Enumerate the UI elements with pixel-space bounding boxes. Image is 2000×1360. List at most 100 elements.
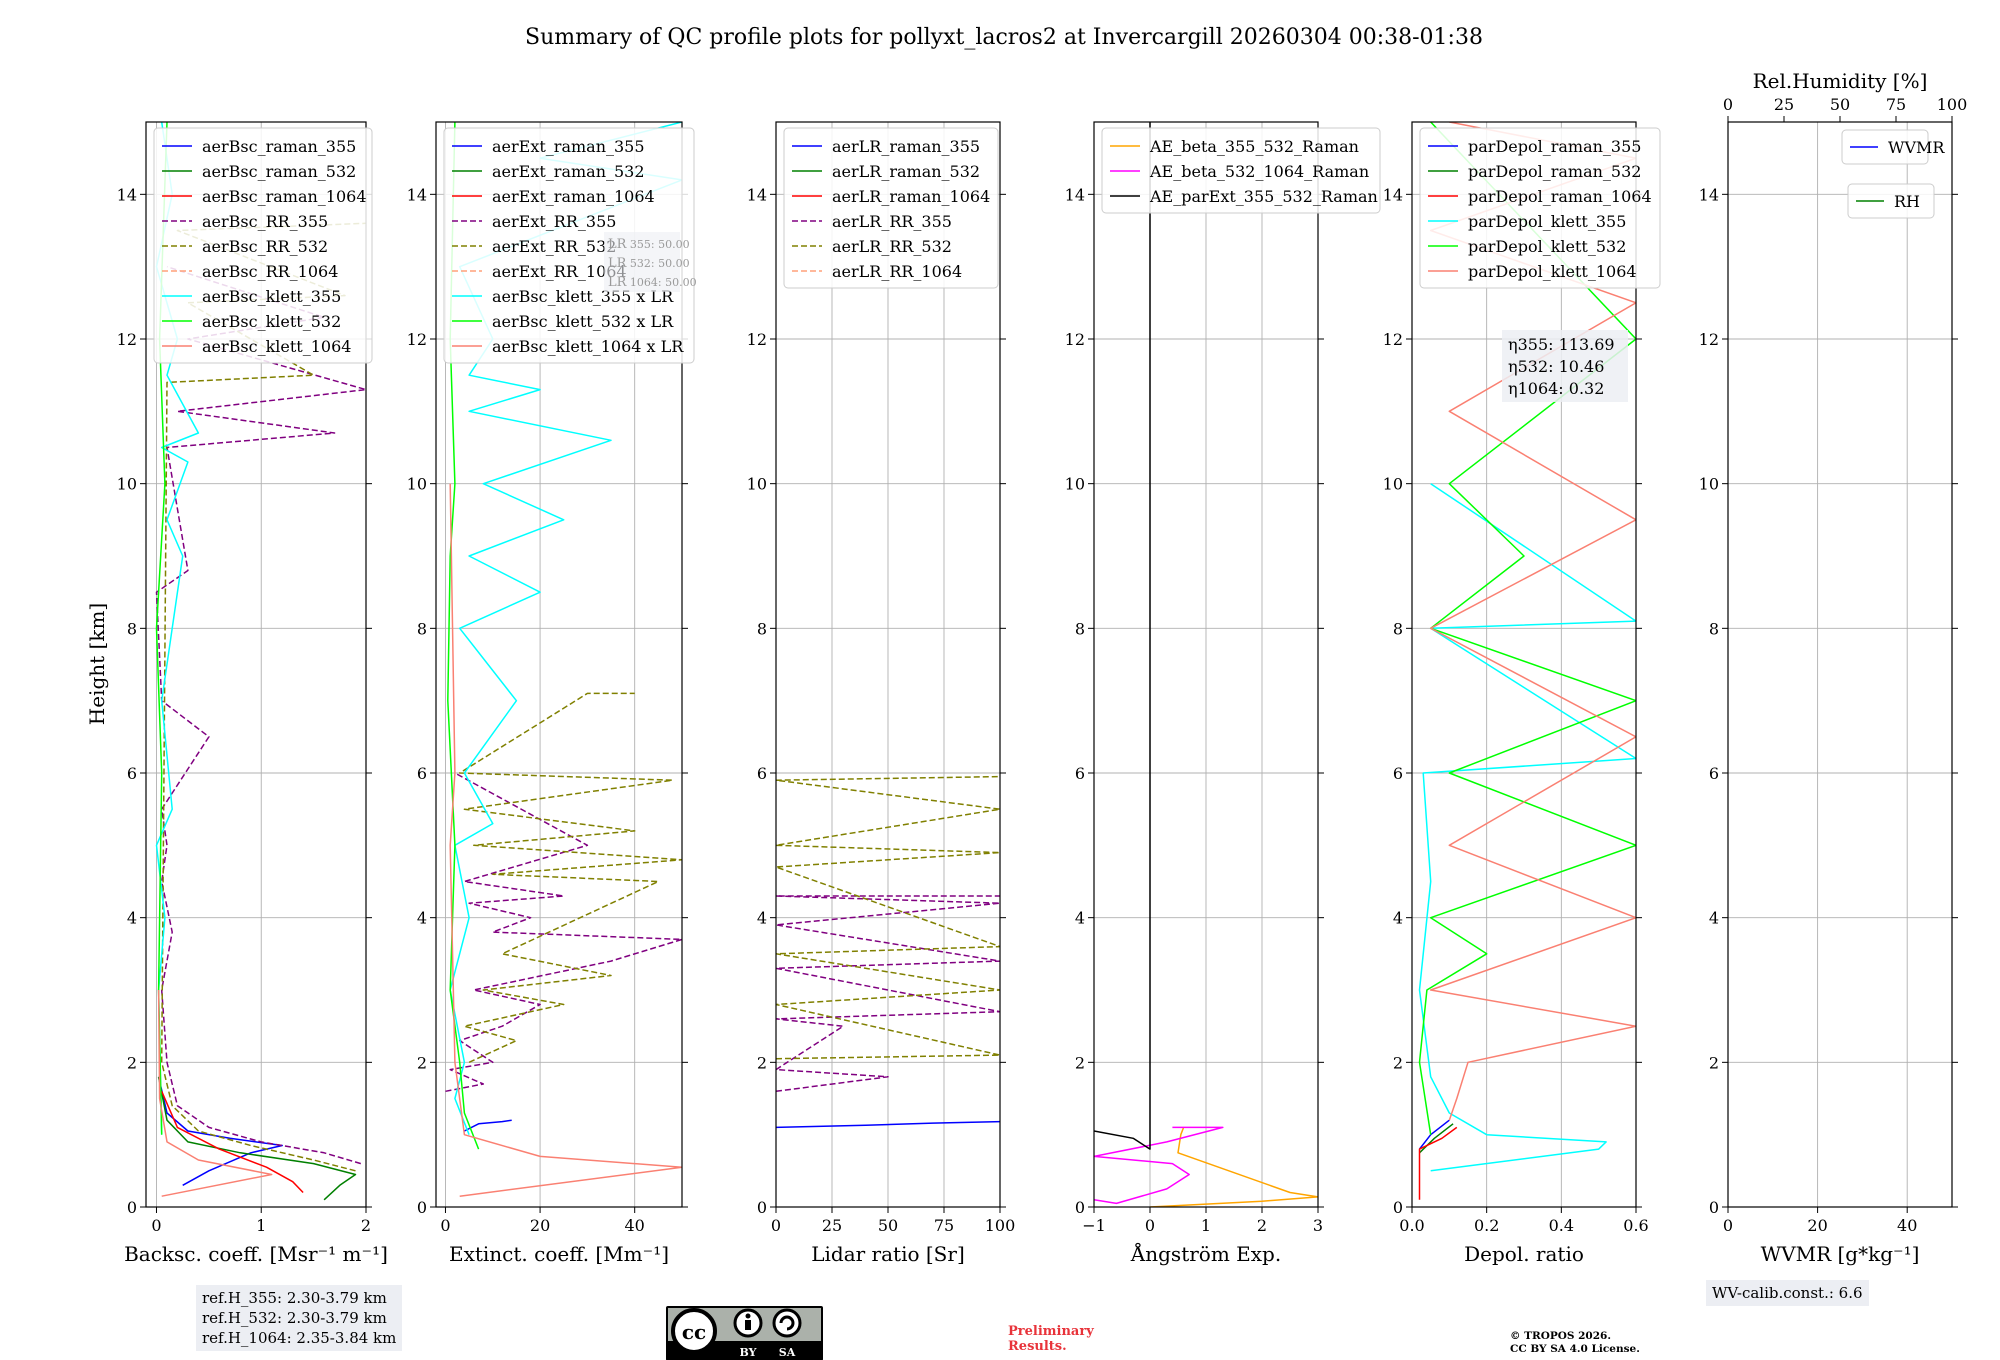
top-x-tick-label: 50 [1830,95,1850,114]
cc-logo-icon [671,1308,717,1354]
series-line-AE_parExt_355_532_Raman [1094,122,1151,1150]
series-line-aerBsc_raman_532 [157,1076,357,1201]
lr-label: LR 355: 50.00 [608,237,690,252]
legend-box [153,127,373,364]
x-tick-label: 0.6 [1623,1216,1648,1235]
x-tick-label: 100 [985,1216,1016,1235]
y-tick-label: 6 [1393,764,1403,783]
legend-extinction: aerExt_raman_355 aerExt_raman_532 aerExt_r… [443,127,695,364]
legend-box [443,127,695,364]
y-tick-label: 8 [1709,619,1719,638]
x-axis-label: Extinct. coeff. [Mm⁻¹] [449,1242,669,1266]
y-tick-label: 4 [1709,909,1719,928]
y-tick-label: 10 [1065,475,1085,494]
legend-label: aerBsc_klett_532 [202,312,341,331]
legend-label: WVMR [1888,138,1945,157]
y-tick-label: 4 [757,909,767,928]
x-tick-label: 75 [934,1216,954,1235]
series-line-parDepol_raman_532 [1418,1123,1454,1154]
legend-label: aerBsc_raman_1064 [202,187,367,206]
preliminary-line-1: Preliminary [1008,1324,1094,1339]
top-x-tick-label: 100 [1937,95,1968,114]
legend-box [1101,127,1381,214]
by-person-body [745,1320,751,1330]
eta-label: η532: 10.46 [1508,357,1604,376]
top-x-axis-label: Rel.Humidity [%] [1753,69,1928,93]
legend-label: aerBsc_raman_355 [202,137,356,156]
preliminary-line-2: Results. [1008,1339,1067,1354]
y-tick-label: 14 [1065,185,1085,204]
copyright-line-2: CC BY SA 4.0 License. [1510,1343,1640,1355]
panel-lidar_ratio: 0 25 50 75 100 0 2 4 6 8 10 12 14 Lidar ratio [Sr] aer… [747,121,1016,1266]
panel-wvmr: 0 20 40 0 2 4 6 8 10 12 14 WVMR [g*kg⁻¹] 0 25 50 75 100 R… [1699,69,1968,1266]
x-axis-label: Backsc. coeff. [Msr⁻¹ m⁻¹] [124,1242,388,1266]
legend-label: parDepol_raman_355 [1468,137,1641,156]
refh-1064: ref.H_1064: 2.35-3.84 km [202,1329,397,1347]
by-person-head [745,1313,751,1319]
series-group-lidar_ratio [776,775,1000,1129]
series-line-aerExt_RR_355 [445,772,682,1093]
legend-label: aerBsc_raman_532 [202,162,356,181]
series-line-parDepol_klett_355 [1418,483,1636,1172]
legend-box [783,127,999,289]
y-tick-label: 2 [757,1053,767,1072]
legend-label: AE_beta_532_1064_Raman [1149,162,1369,181]
y-tick-label: 12 [1699,330,1719,349]
legend-label: aerExt_raman_1064 [492,187,655,206]
series-line-aerBsc_klett_1064 [157,989,273,1197]
panel-depol: 0.0 0.2 0.4 0.6 0 2 4 6 8 10 12 14 Depol. ratio parDe… [1383,121,1661,1266]
legend-backscatter: aerBsc_raman_355 aerBsc_raman_532 aerBsc_r… [153,127,373,364]
legend-label: aerExt_RR_1064 [492,262,627,281]
x-tick-label: 0 [1723,1216,1733,1235]
legend-label: aerBsc_klett_532 x LR [492,312,674,331]
wv-calib-constant: WV-calib.const.: 6.6 [1712,1284,1863,1302]
lr-label: LR 1064: 50.00 [608,275,697,290]
legend-box [1841,129,1929,165]
by-label: BY [740,1346,757,1359]
x-tick-label: 2 [1257,1216,1267,1235]
cc-logo-text: cc [682,1320,706,1344]
axes-frame [145,121,367,1208]
y-tick-label: 14 [117,185,137,204]
preliminary-note: Preliminary Results. [1008,1324,1094,1354]
figure-title: Summary of QC profile plots for pollyxt_… [525,25,1483,50]
y-tick-label: 6 [417,764,427,783]
y-tick-label: 10 [117,475,137,494]
y-tick-label: 8 [1393,619,1403,638]
legend-lidar_ratio: aerLR_raman_355 aerLR_raman_532 aerLR_rama… [783,127,999,289]
x-axis-label: Lidar ratio [Sr] [811,1242,965,1266]
y-tick-label: 14 [747,185,767,204]
series-line-aerLR_raman_355 [776,1120,1000,1129]
y-tick-label: 12 [117,330,137,349]
legend-label: aerLR_RR_1064 [832,262,962,281]
y-tick-label: 8 [417,619,427,638]
y-tick-label: 6 [1075,764,1085,783]
y-tick-label: 0 [1393,1198,1403,1217]
y-tick-label: 4 [1075,909,1085,928]
legend-label: aerBsc_klett_355 [202,287,341,306]
x-tick-label: 0.2 [1474,1216,1499,1235]
x-tick-label: 0 [1145,1216,1155,1235]
legend-wvmr: WVMR RH [1841,129,1945,219]
legend-label: aerLR_raman_1064 [832,187,990,206]
axes-frame [1411,121,1637,1208]
legend-label: RH [1894,192,1920,211]
y-tick-label: 12 [747,330,767,349]
y-tick-label: 4 [1393,909,1403,928]
cc-license-badge[interactable]: cc BY SA [666,1306,823,1360]
x-tick-label: 1 [1201,1216,1211,1235]
legend-label: aerExt_raman_355 [492,137,645,156]
legend-label: aerBsc_RR_1064 [202,262,338,281]
legend-label: parDepol_raman_1064 [1468,187,1652,206]
y-tick-label: 10 [747,475,767,494]
y-tick-label: 10 [407,475,427,494]
top-x-tick-label: 0 [1723,95,1733,114]
series-line-aerBsc_RR_532 [160,222,366,1172]
y-tick-label: 0 [1075,1198,1085,1217]
y-tick-label: 6 [127,764,137,783]
lr-annotation: LR 355: 50.00 LR 532: 50.00 LR 1064: 50.00 [604,232,697,292]
x-tick-label: 3 [1313,1216,1323,1235]
copyright-note: © TROPOS 2026. CC BY SA 4.0 License. [1510,1330,1640,1356]
x-axis-label: Ångström Exp. [1130,1241,1281,1266]
